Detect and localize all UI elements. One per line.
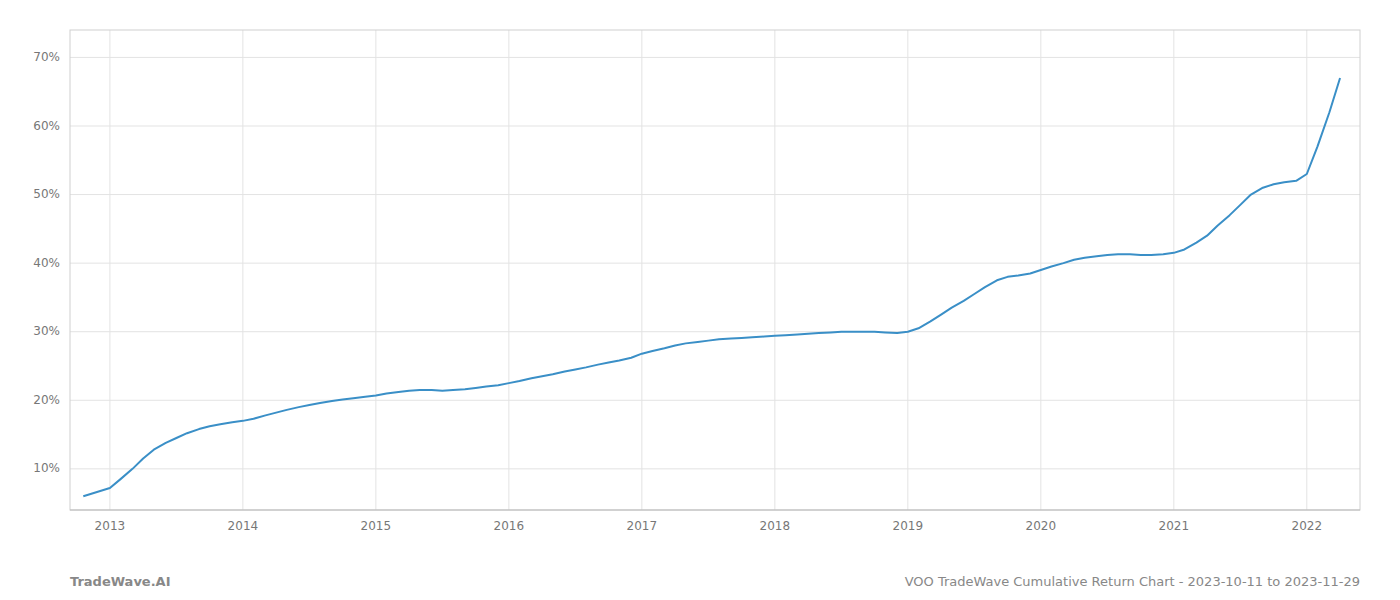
chart: 10% 20% 30% 40% 50% 60% 70% 2013 2014 2015 2016 201… <box>0 0 1400 600</box>
y-grid-line <box>70 331 1360 332</box>
x-tick-label: 2014 <box>228 519 259 533</box>
plot-frame <box>70 30 1360 510</box>
x-tick-label: 2016 <box>494 519 525 533</box>
series <box>83 78 1340 496</box>
x-tick-label: 2013 <box>95 519 126 533</box>
footer-left: TradeWave.AI <box>70 574 171 589</box>
y-tick-label: 60% <box>33 119 60 133</box>
x-tick-label: 2015 <box>361 519 392 533</box>
y-grid-line <box>70 194 1360 195</box>
x-grid-line <box>375 30 376 510</box>
footer-right: VOO TradeWave Cumulative Return Chart - … <box>905 574 1360 589</box>
x-grid-line <box>641 30 642 510</box>
y-tick-label: 50% <box>33 187 60 201</box>
x-axis-line <box>70 510 1360 511</box>
y-grid-line <box>70 263 1360 264</box>
x-grid-line <box>1173 30 1174 510</box>
line <box>83 78 1340 496</box>
y-tick-label: 10% <box>33 461 60 475</box>
grid <box>70 30 1360 510</box>
x-tick-label: 2021 <box>1159 519 1190 533</box>
y-tick-label: 70% <box>33 50 60 64</box>
x-tick-label: 2020 <box>1026 519 1057 533</box>
x-grid-line <box>1306 30 1307 510</box>
x-tick-label: 2017 <box>627 519 658 533</box>
y-tick-label: 30% <box>33 324 60 338</box>
y-grid-line <box>70 468 1360 469</box>
y-tick-label: 40% <box>33 256 60 270</box>
x-grid-line <box>242 30 243 510</box>
x-tick-label: 2022 <box>1292 519 1323 533</box>
tick-labels: 10% 20% 30% 40% 50% 60% 70% 2013 2014 2015 2016 201… <box>33 50 1322 533</box>
x-grid-line <box>508 30 509 510</box>
y-grid-line <box>70 400 1360 401</box>
y-grid-line <box>70 126 1360 127</box>
x-grid-line <box>774 30 775 510</box>
y-tick-label: 20% <box>33 393 60 407</box>
y-grid-line <box>70 57 1360 58</box>
x-grid-line <box>907 30 908 510</box>
x-tick-label: 2018 <box>760 519 791 533</box>
x-tick-label: 2019 <box>893 519 924 533</box>
x-grid-line <box>109 30 110 510</box>
